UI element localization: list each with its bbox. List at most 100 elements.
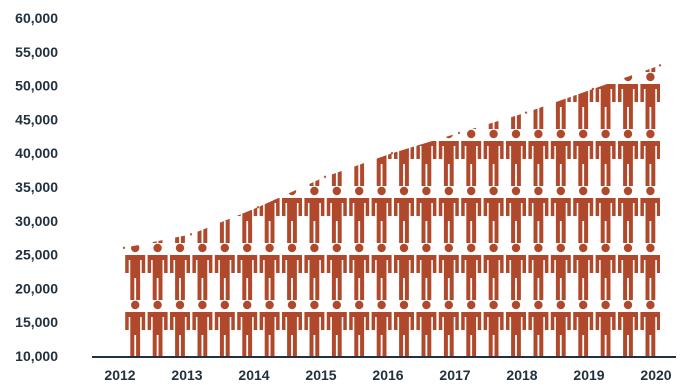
y-tick-label: 30,000: [15, 213, 58, 229]
person-icon: [169, 72, 190, 129]
person-icon: [125, 129, 146, 186]
person-icon: [349, 186, 370, 243]
person-icon: [147, 243, 168, 300]
person-icon: [595, 72, 616, 129]
y-tick-label: 40,000: [15, 145, 58, 161]
person-icon: [528, 65, 549, 72]
person-icon: [483, 186, 504, 243]
person-icon: [169, 243, 190, 300]
person-icon: [528, 0, 548, 15]
person-icon: [192, 186, 213, 243]
person-icon: [326, 300, 347, 356]
person-icon: [214, 300, 235, 356]
person-icon: [147, 300, 168, 356]
person-icon: [192, 300, 213, 356]
person-icon: [349, 0, 369, 15]
person-icon: [192, 243, 213, 300]
data-point: [390, 152, 394, 155]
person-icon: [304, 65, 325, 72]
person-icon: [573, 300, 594, 356]
person-icon: [282, 0, 302, 15]
y-tick-label: 55,000: [15, 44, 58, 60]
person-icon: [259, 65, 280, 72]
person-icon: [214, 186, 235, 243]
y-tick-label: 35,000: [15, 179, 58, 195]
x-tick-label: 2017: [439, 367, 470, 383]
person-icon: [640, 300, 660, 356]
y-tick-label: 25,000: [15, 247, 58, 263]
person-icon: [618, 129, 638, 186]
person-icon: [416, 300, 437, 356]
person-icon: [640, 243, 660, 300]
person-icon: [349, 129, 370, 186]
person-icon: [550, 300, 571, 356]
person-icon: [349, 300, 370, 356]
x-tick-label: 2012: [104, 367, 135, 383]
data-point: [658, 64, 662, 67]
person-icon: [551, 0, 571, 15]
data-point: [122, 246, 126, 250]
person-icon: [304, 300, 325, 356]
person-icon: [282, 300, 302, 356]
person-icon: [259, 186, 280, 243]
person-icon: [169, 129, 190, 186]
person-icon: [326, 243, 347, 300]
person-icon: [483, 243, 504, 300]
person-icon: [461, 0, 481, 15]
person-icon: [237, 129, 258, 186]
person-icon: [573, 243, 594, 300]
data-point: [457, 131, 461, 135]
person-icon: [483, 129, 504, 186]
person-icon: [259, 72, 280, 129]
person-icon: [506, 300, 526, 356]
person-icon: [438, 72, 459, 129]
y-tick-label: 50,000: [15, 78, 58, 94]
person-icon: [237, 186, 258, 243]
person-icon: [663, 73, 683, 129]
person-icon: [618, 65, 638, 72]
y-axis: 10,000 15,000 20,000 25,000 30,000 35,000 40,0…: [15, 10, 58, 364]
person-icon: [326, 72, 347, 129]
person-icon: [147, 65, 168, 72]
pictogram-area: [125, 0, 683, 356]
person-icon: [506, 72, 526, 129]
person-icon: [125, 300, 146, 356]
person-icon: [595, 129, 616, 186]
person-icon: [528, 243, 549, 300]
person-icon: [147, 129, 168, 186]
person-icon: [326, 129, 347, 186]
y-tick-label: 15,000: [15, 314, 58, 330]
person-icon: [506, 186, 526, 243]
person-icon: [170, 65, 190, 72]
person-icon: [214, 129, 235, 186]
person-icon: [304, 186, 325, 243]
person-icon: [304, 129, 325, 186]
x-axis: 2012 2013 2014 2015 2016 2017 2018 2019 2020: [92, 356, 676, 383]
person-icon: [170, 0, 190, 15]
person-icon: [618, 186, 638, 243]
x-tick-label: 2013: [171, 367, 202, 383]
person-icon: [125, 186, 146, 243]
person-icon: [528, 72, 549, 129]
person-icon: [595, 300, 616, 356]
person-icon: [640, 65, 660, 72]
person-icon: [663, 244, 683, 300]
data-point: [256, 206, 260, 209]
person-icon: [506, 65, 526, 72]
person-icon: [416, 186, 437, 243]
person-icon: [618, 300, 638, 356]
y-tick-label: 60,000: [15, 10, 58, 26]
person-icon: [416, 65, 437, 72]
person-icon: [237, 65, 258, 72]
person-icon: [192, 129, 213, 186]
person-icon: [595, 243, 616, 300]
person-icon: [125, 0, 145, 15]
person-icon: [416, 72, 437, 129]
x-tick-label: 2016: [372, 367, 403, 383]
person-icon: [596, 0, 616, 15]
x-tick-label: 2014: [238, 367, 269, 383]
person-icon: [237, 0, 257, 15]
person-icon: [438, 129, 459, 186]
person-icon: [573, 72, 594, 129]
person-icon: [125, 72, 146, 129]
